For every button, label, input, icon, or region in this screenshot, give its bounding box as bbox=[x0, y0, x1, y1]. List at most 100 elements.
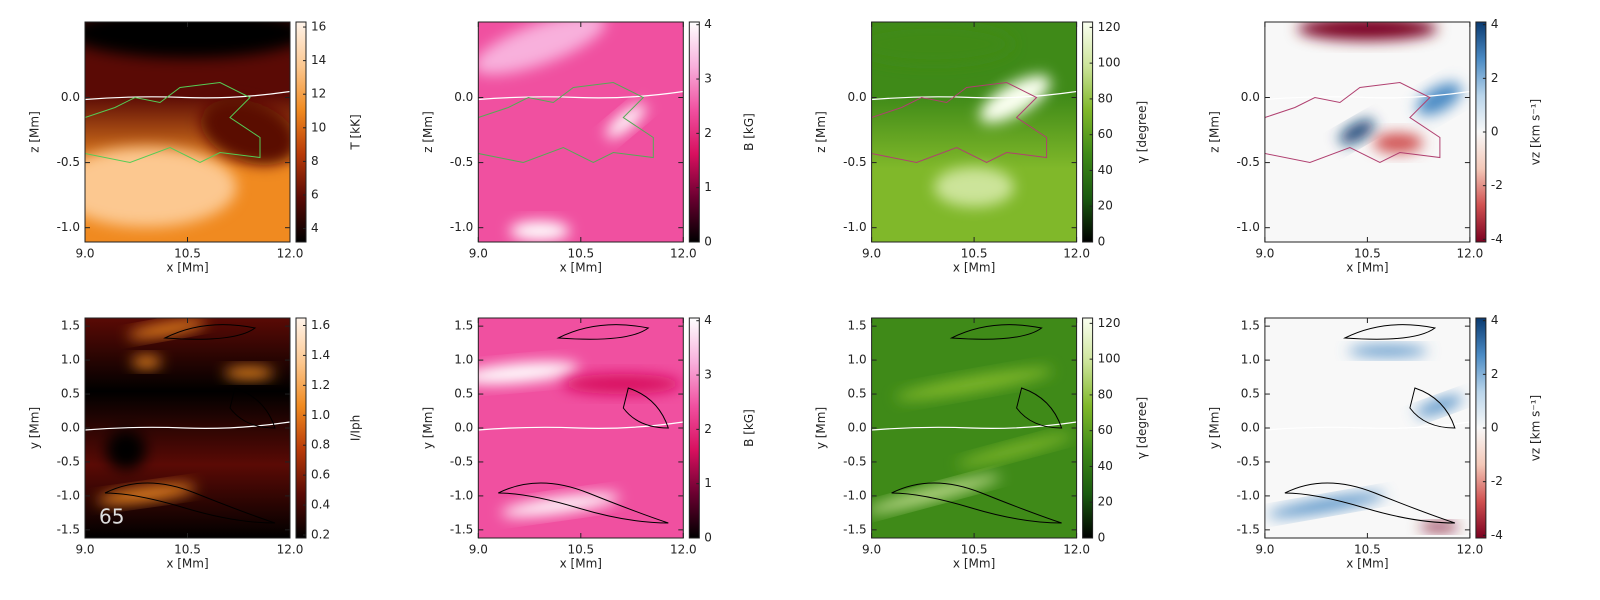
heatmap-feature bbox=[224, 367, 274, 379]
heatmap-feature bbox=[509, 221, 570, 241]
y-tick-label: -0.5 bbox=[843, 155, 866, 169]
x-axis-label: x [Mm] bbox=[560, 557, 602, 571]
colorbar-label: T [kK] bbox=[349, 114, 363, 150]
colorbar bbox=[688, 317, 700, 539]
y-tick-label: 0.0 bbox=[1241, 90, 1260, 104]
x-tick-label: 10.5 bbox=[174, 247, 201, 261]
y-axis-label: y [Mm] bbox=[421, 407, 435, 449]
heatmap-image bbox=[871, 318, 1077, 538]
x-tick-label: 10.5 bbox=[567, 543, 594, 557]
heatmap-feature bbox=[1415, 395, 1463, 417]
colorbar-tick-label: 0.8 bbox=[311, 438, 330, 452]
colorbar bbox=[295, 317, 307, 539]
colorbar-label: vz [km s⁻¹] bbox=[1528, 395, 1542, 461]
y-tick-label: -1.0 bbox=[450, 220, 473, 234]
x-tick-label: 9.0 bbox=[75, 247, 94, 261]
colorbar-label: B [kG] bbox=[742, 409, 756, 447]
x-tick-label: 12.0 bbox=[1063, 543, 1090, 557]
heatmap-feature bbox=[606, 103, 646, 139]
heatmap-image bbox=[1264, 22, 1470, 242]
colorbar-tick-label: 12 bbox=[311, 87, 326, 101]
heatmap-image bbox=[871, 22, 1077, 242]
colorbar-tick-label: 80 bbox=[1098, 91, 1113, 105]
heatmap-feature bbox=[85, 147, 237, 227]
colorbar-tick-label: 0 bbox=[704, 531, 712, 545]
surface-line bbox=[478, 90, 684, 101]
y-axis-label: y [Mm] bbox=[28, 407, 42, 449]
colorbar-tick-label: 1 bbox=[704, 476, 712, 490]
colorbar-tick-label: 1 bbox=[704, 180, 712, 194]
frame-number: 65 bbox=[99, 505, 124, 529]
heatmap-feature bbox=[1267, 493, 1386, 517]
colorbar bbox=[295, 21, 307, 243]
colorbar-tick-label: -2 bbox=[1491, 474, 1503, 488]
contour bbox=[891, 482, 1062, 524]
colorbar-tick-label: 80 bbox=[1098, 387, 1113, 401]
colorbar-tick-label: 120 bbox=[1098, 316, 1121, 330]
heatmap-image bbox=[85, 22, 290, 242]
contour bbox=[163, 324, 257, 340]
contour bbox=[871, 81, 1048, 164]
contour bbox=[949, 324, 1043, 340]
colorbar-label: γ [degree] bbox=[1135, 101, 1149, 163]
heatmap-feature bbox=[131, 356, 162, 368]
x-tick-label: 10.5 bbox=[174, 543, 201, 557]
heatmap-feature bbox=[895, 368, 1053, 400]
y-tick-label: 1.0 bbox=[848, 353, 867, 367]
y-tick-label: 1.5 bbox=[61, 319, 80, 333]
x-tick-label: 12.0 bbox=[1457, 247, 1484, 261]
x-tick-label: 12.0 bbox=[670, 543, 697, 557]
heatmap-feature bbox=[957, 433, 1074, 467]
x-tick-label: 12.0 bbox=[277, 543, 304, 557]
contour bbox=[622, 387, 669, 429]
colorbar-tick-label: 1.4 bbox=[311, 348, 330, 362]
x-axis-label: x [Mm] bbox=[953, 261, 995, 275]
panel: 9.0 10.5 12.0 -1.0 -0.5 0.0 x [Mm] z [Mm] 4 6 8 10 1… bbox=[28, 20, 363, 275]
colorbar-tick-label: 3 bbox=[704, 368, 712, 382]
heatmap-feature bbox=[979, 75, 1051, 123]
colorbar-tick-label: -4 bbox=[1491, 528, 1503, 542]
y-tick-label: -0.5 bbox=[57, 454, 80, 468]
colorbar-tick-label: 6 bbox=[311, 187, 319, 201]
y-tick-label: -1.5 bbox=[57, 522, 80, 536]
colorbar-tick-label: 2 bbox=[704, 422, 712, 436]
y-tick-label: 0.0 bbox=[848, 421, 867, 435]
y-tick-label: -1.0 bbox=[843, 220, 866, 234]
heatmap-feature bbox=[561, 374, 682, 394]
y-tick-label: -0.5 bbox=[57, 155, 80, 169]
y-tick-label: -1.0 bbox=[1236, 488, 1259, 502]
y-tick-label: -1.0 bbox=[1236, 220, 1259, 234]
heatmap-feature bbox=[1419, 523, 1460, 531]
x-tick-label: 10.5 bbox=[567, 247, 594, 261]
colorbar-tick-label: 20 bbox=[1098, 495, 1113, 509]
heatmap-image bbox=[1264, 318, 1470, 538]
x-axis-label: x [Mm] bbox=[166, 261, 208, 275]
heatmap-image bbox=[85, 318, 290, 538]
contour bbox=[104, 482, 276, 524]
x-tick-label: 9.0 bbox=[469, 543, 488, 557]
heatmap-feature bbox=[1373, 133, 1424, 153]
y-tick-label: -1.0 bbox=[843, 488, 866, 502]
heatmap-feature bbox=[96, 484, 197, 504]
colorbar-label: γ [degree] bbox=[1135, 397, 1149, 459]
colorbar-tick-label: 10 bbox=[311, 120, 326, 134]
y-tick-label: -0.5 bbox=[843, 454, 866, 468]
y-tick-label: -1.5 bbox=[1236, 522, 1259, 536]
y-tick-label: 1.5 bbox=[1241, 319, 1260, 333]
heatmap-feature bbox=[85, 22, 290, 58]
colorbar-label: I/Iph bbox=[349, 415, 363, 441]
contour bbox=[1264, 81, 1441, 164]
y-tick-label: 1.5 bbox=[848, 319, 867, 333]
colorbar-tick-label: 4 bbox=[1491, 17, 1499, 31]
panel: 9.0 10.5 12.0 -1.5 -1.0 -0.5 0.0 0.5 1.0 1.5 x [Mm… bbox=[421, 313, 756, 570]
colorbar-tick-label: 2 bbox=[1491, 367, 1499, 381]
colorbar-tick-label: 120 bbox=[1098, 20, 1121, 34]
heatmap-feature bbox=[478, 361, 580, 385]
y-tick-label: 0.0 bbox=[61, 90, 80, 104]
colorbar-tick-label: 16 bbox=[311, 20, 326, 34]
panel: 9.0 10.5 12.0 -1.0 -0.5 0.0 x [Mm] z [Mm] 0 1 2 3 4 B… bbox=[421, 17, 756, 274]
surface-line bbox=[85, 90, 290, 101]
surface-line bbox=[871, 90, 1077, 101]
heatmap-feature bbox=[871, 474, 1001, 514]
x-tick-label: 9.0 bbox=[862, 247, 881, 261]
